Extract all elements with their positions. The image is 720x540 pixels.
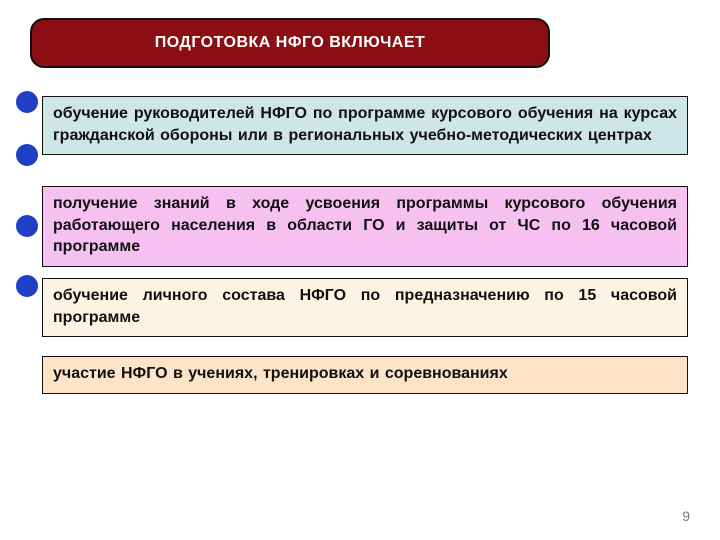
content-block-3: обучение личного состава НФГО по предназ…	[42, 278, 688, 337]
content-block-1: обучение руководителей НФГО по программе…	[42, 96, 688, 155]
content-block-4-text: участие НФГО в учениях, тренировках и со…	[53, 365, 508, 382]
header-title-text: ПОДГОТОВКА НФГО ВКЛЮЧАЕТ	[155, 34, 426, 52]
page-number: 9	[682, 508, 690, 524]
header-title-pill: ПОДГОТОВКА НФГО ВКЛЮЧАЕТ	[30, 18, 550, 68]
content-block-2-text: получение знаний в ходе усвоения програм…	[53, 195, 677, 255]
bullet-1	[16, 91, 38, 113]
content-block-4: участие НФГО в учениях, тренировках и со…	[42, 356, 688, 394]
content-block-2: получение знаний в ходе усвоения програм…	[42, 186, 688, 267]
content-block-3-text: обучение личного состава НФГО по предназ…	[53, 287, 677, 326]
content-block-1-text: обучение руководителей НФГО по программе…	[53, 105, 677, 144]
bullet-4	[16, 275, 38, 297]
bullet-3	[16, 215, 38, 237]
bullet-2	[16, 144, 38, 166]
